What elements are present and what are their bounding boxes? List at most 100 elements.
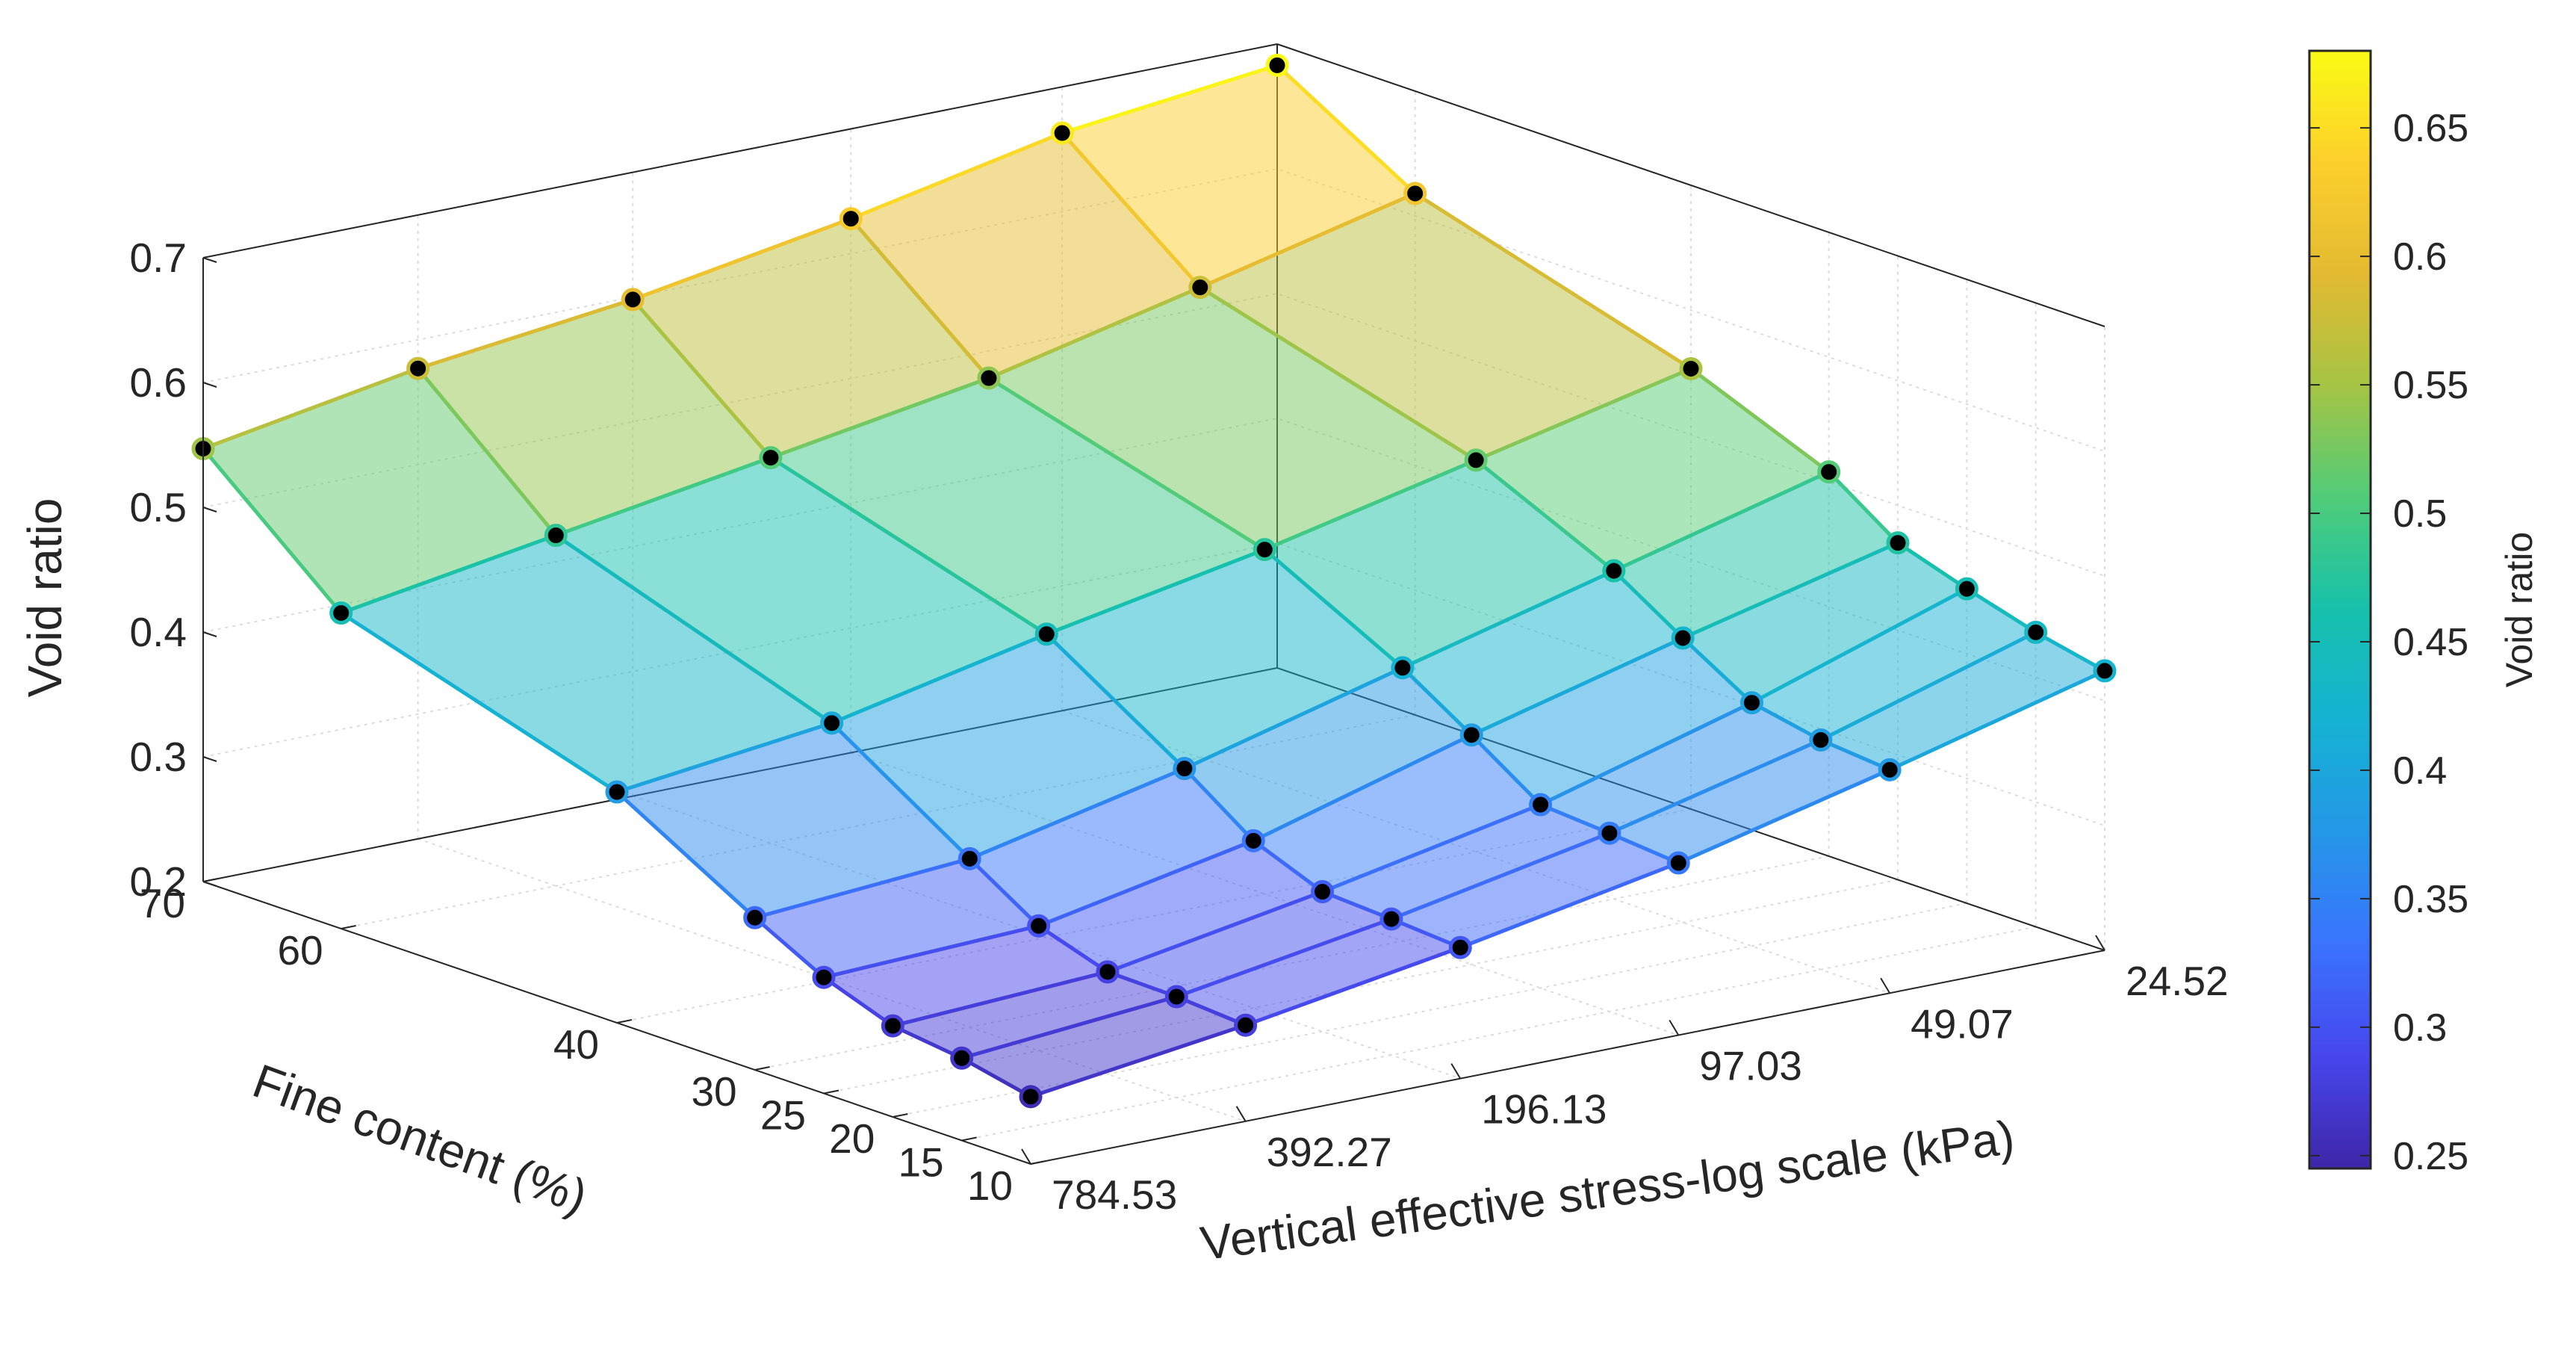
data-point — [1050, 121, 1074, 145]
y-axis-label: Fine content (%) — [246, 1053, 595, 1224]
surface-mesh-line — [1060, 63, 1279, 135]
y-tick-mark — [893, 1113, 908, 1118]
surface-patch — [1609, 740, 1890, 864]
y-tick-label: 25 — [760, 1092, 806, 1139]
surface-mesh-line — [1044, 632, 1187, 771]
surface-mesh-line — [1887, 669, 2107, 772]
data-point — [1234, 1013, 1258, 1037]
y-tick-mark — [823, 1089, 839, 1095]
colorbar-tick-label: 0.65 — [2393, 107, 2468, 150]
data-point — [1164, 985, 1188, 1009]
surface-patch — [969, 768, 1254, 926]
surface-mesh-line — [1749, 701, 1823, 742]
data-point — [1598, 821, 1621, 845]
surface-mesh-line — [1676, 767, 1892, 865]
surface-mesh-line — [1320, 802, 1543, 894]
x-tick-label: 392.27 — [1267, 1129, 1392, 1175]
surface-mesh-line — [890, 1024, 964, 1060]
y-tick-mark — [202, 878, 219, 882]
surface-patch — [1820, 632, 2105, 770]
surface-mesh-line — [1182, 666, 1405, 771]
surface-mesh-line — [1539, 701, 1754, 807]
surface-mesh-line — [1680, 541, 1900, 640]
surface-mesh-line — [1400, 666, 1474, 737]
surface-patch — [1176, 919, 1461, 1026]
data-point — [329, 601, 353, 625]
surface-mesh-line — [1689, 366, 1831, 474]
data-point — [406, 356, 430, 380]
data-point — [605, 780, 629, 804]
colorbar-tick-label: 0.3 — [2393, 1006, 2447, 1050]
data-point — [1602, 559, 1626, 583]
y-tick-label: 30 — [691, 1068, 736, 1115]
z-tick-label: 0.4 — [130, 609, 187, 655]
surface-mesh-line — [1612, 470, 1831, 573]
z-axis-label: Void ratio — [18, 498, 72, 698]
surface-patch — [1046, 549, 1403, 769]
surface-patch — [893, 971, 1177, 1059]
data-point — [1886, 531, 1910, 555]
data-point — [1391, 656, 1415, 680]
surface-patch — [556, 457, 1047, 723]
z-tick-label: 0.3 — [130, 734, 187, 780]
surface-mesh-line — [822, 923, 1041, 979]
data-point — [1666, 851, 1690, 875]
data-point — [621, 288, 645, 312]
surface-mesh-line — [416, 366, 558, 538]
surface-mesh-line — [1044, 548, 1267, 637]
y-tick-label: 40 — [553, 1021, 599, 1068]
surface-patch — [1107, 891, 1391, 997]
data-point — [1739, 691, 1763, 715]
surface-mesh-line — [201, 447, 344, 615]
data-point — [1448, 935, 1472, 959]
surface-mesh-line — [769, 456, 1049, 637]
surface-patch — [754, 858, 1039, 978]
surface-mesh-line — [987, 376, 1267, 552]
surface-mesh-line — [1275, 63, 1418, 196]
colorbar-tick-label: 0.35 — [2393, 878, 2468, 921]
data-point — [1671, 626, 1695, 650]
surface-patch — [1038, 841, 1323, 972]
surface-patch — [1391, 833, 1679, 948]
surface-mesh-line — [848, 131, 1064, 221]
z-tick-mark — [202, 631, 217, 637]
surface-patch — [1184, 667, 1472, 841]
surface-mesh-line — [960, 1056, 1033, 1099]
surface-patch — [824, 926, 1108, 1027]
z-axis-ticks: 0.2 0.3 0.4 0.5 0.6 0.7 — [130, 235, 217, 905]
surface-mesh-line — [1458, 861, 1680, 950]
x-tick-mark — [2095, 935, 2105, 951]
data-point — [2093, 659, 2117, 683]
surface-mesh-line — [1607, 831, 1680, 865]
surface-mesh-line — [1174, 994, 1248, 1027]
data-point — [950, 1046, 974, 1070]
surface-mesh-line — [630, 297, 773, 460]
data-point — [812, 965, 836, 989]
y-tick-label: 60 — [277, 927, 323, 973]
box-edge — [1030, 950, 2105, 1165]
surface-patch — [1540, 702, 1821, 834]
surface-patch — [1613, 471, 1898, 638]
surface-patch — [341, 535, 832, 793]
data-point — [2024, 620, 2048, 644]
surface-mesh-line — [1198, 285, 1478, 462]
surface-mesh-line — [960, 994, 1179, 1060]
surface-mesh-line — [830, 721, 972, 861]
surface-mesh-line — [553, 456, 773, 538]
z-tick-mark — [202, 257, 217, 263]
data-point — [1529, 793, 1553, 817]
surface-patch — [1683, 542, 1967, 703]
z-tick-label: 0.7 — [130, 235, 187, 281]
surface-mesh-line — [967, 856, 1041, 928]
data-point — [1027, 914, 1051, 938]
surface-mesh-line — [339, 533, 558, 615]
surface-patch — [988, 287, 1477, 550]
surface-mesh-line — [1539, 802, 1612, 835]
colorbar-tick-label: 0.25 — [2393, 1135, 2468, 1178]
data-point — [1403, 182, 1427, 205]
z-tick-label: 0.2 — [130, 858, 187, 905]
surface-mesh-line — [416, 297, 635, 371]
data-point — [1188, 276, 1212, 300]
colorbar-tick-label: 0.6 — [2393, 235, 2447, 279]
surface-mesh-line — [830, 632, 1049, 725]
